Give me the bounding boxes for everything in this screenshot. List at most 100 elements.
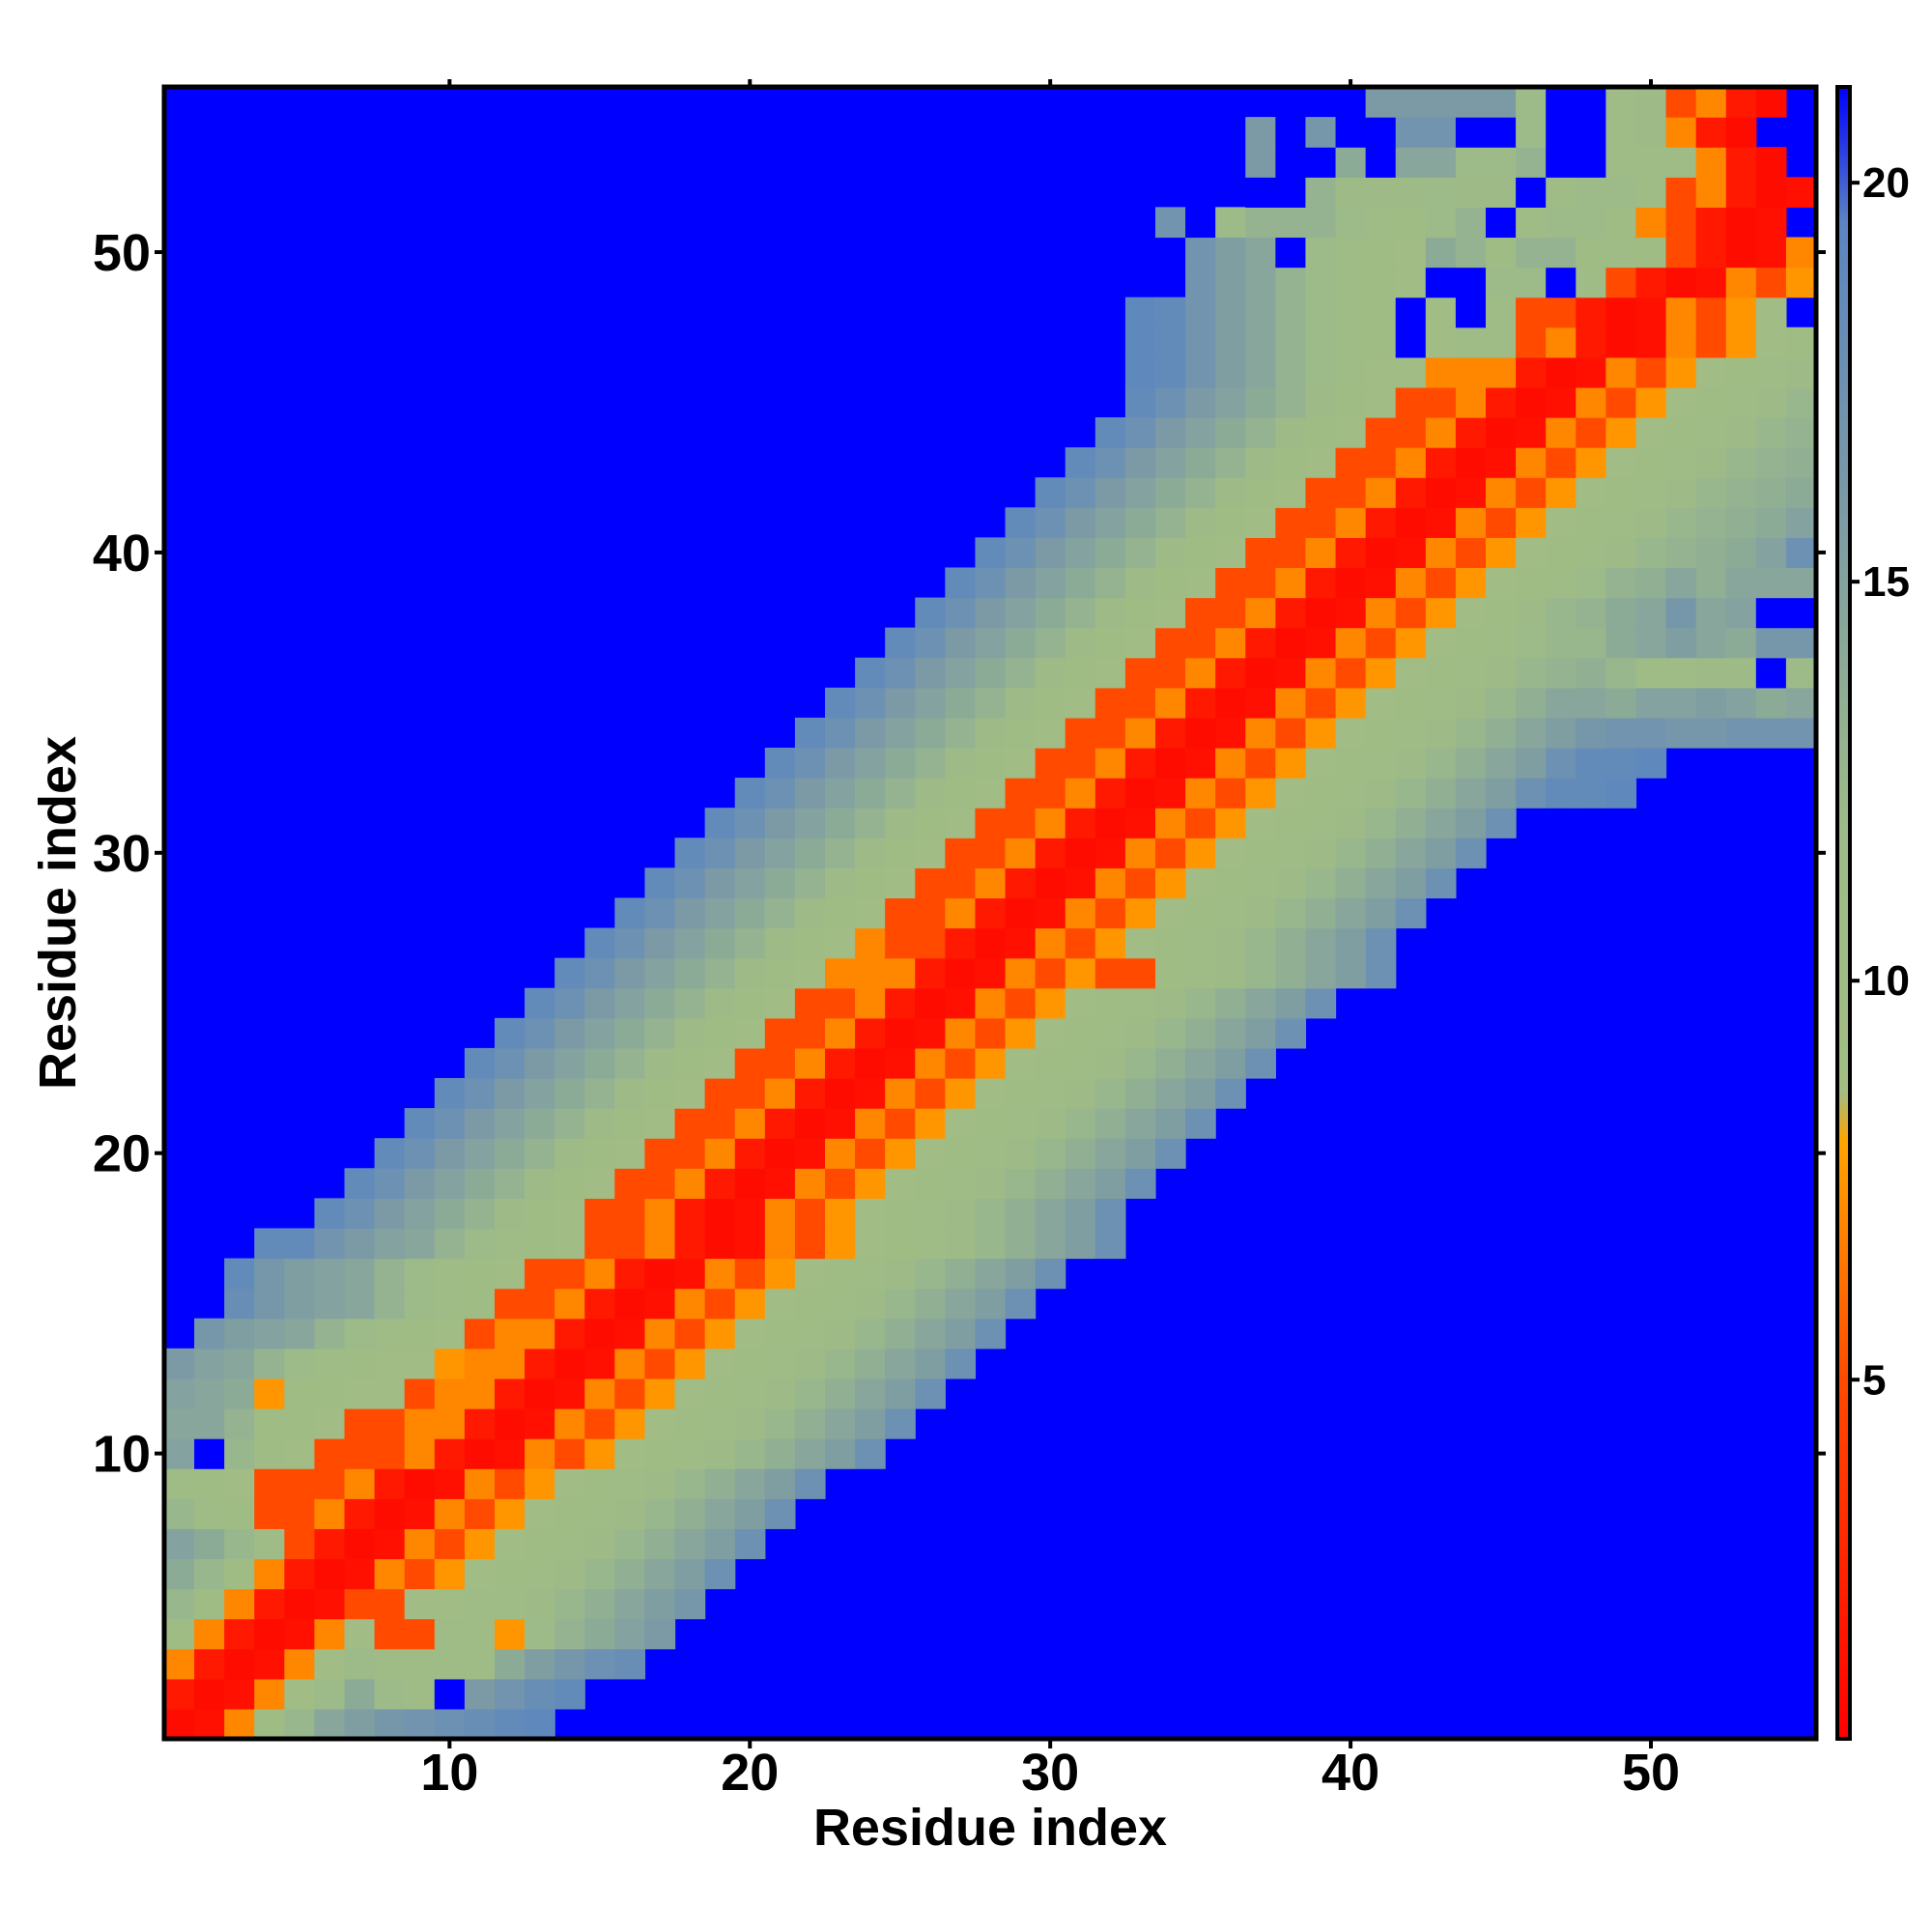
heatmap-cell <box>975 1168 1007 1199</box>
heatmap-cell <box>1215 927 1246 959</box>
heatmap-cell <box>1665 507 1697 538</box>
heatmap-cell <box>674 1468 706 1499</box>
heatmap-cell <box>344 1378 376 1409</box>
heatmap-cell <box>1516 717 1547 749</box>
heatmap-cell <box>704 1528 736 1560</box>
colorbar-tick-label: 5 <box>1862 1356 1886 1404</box>
heatmap-cell <box>1245 207 1276 239</box>
heatmap-cell <box>975 957 1007 989</box>
heatmap-cell <box>1695 297 1727 328</box>
heatmap-cell <box>1605 687 1637 719</box>
heatmap-cell <box>1005 687 1037 719</box>
heatmap-cell <box>554 1588 585 1620</box>
heatmap-cell <box>644 1588 676 1620</box>
heatmap-cell <box>254 1708 285 1740</box>
heatmap-cell <box>794 1017 826 1049</box>
heatmap-cell <box>945 987 977 1019</box>
heatmap-cell <box>1635 657 1667 689</box>
heatmap-cell <box>855 778 886 809</box>
heatmap-cell <box>284 1648 316 1680</box>
heatmap-cell <box>1576 657 1606 689</box>
heatmap-cell <box>734 778 766 809</box>
heatmap-cell <box>1215 1047 1246 1079</box>
heatmap-cell <box>1635 627 1667 659</box>
heatmap-cell <box>224 1528 255 1560</box>
heatmap-cell <box>1185 1108 1216 1139</box>
heatmap-cell <box>404 1528 436 1560</box>
heatmap-cell <box>1065 897 1096 929</box>
heatmap-cell <box>344 1168 376 1199</box>
heatmap-cell <box>1425 147 1457 178</box>
heatmap-cell <box>1725 207 1757 239</box>
heatmap-cell <box>584 1438 615 1469</box>
heatmap-cell <box>885 1378 916 1409</box>
heatmap-cell <box>1725 386 1757 418</box>
heatmap-cell <box>314 1498 346 1529</box>
heatmap-cell <box>554 1408 585 1439</box>
heatmap-cell <box>794 717 826 749</box>
heatmap-cell <box>1065 657 1096 689</box>
y-tick-label: 30 <box>93 825 151 883</box>
heatmap-cell <box>1486 177 1517 208</box>
heatmap-cell <box>1635 356 1667 388</box>
heatmap-cell <box>254 1258 285 1290</box>
heatmap-cell <box>1124 627 1156 659</box>
heatmap-cell <box>1725 117 1757 148</box>
heatmap-cell <box>1605 748 1637 779</box>
heatmap-cell <box>1395 267 1427 298</box>
heatmap-cell <box>374 1468 406 1499</box>
heatmap-cell <box>495 1408 526 1439</box>
heatmap-cell <box>404 1558 436 1590</box>
heatmap-cell <box>614 1618 646 1650</box>
heatmap-cell <box>734 1198 766 1230</box>
heatmap-cell <box>1245 838 1276 868</box>
x-tick-label: 30 <box>1021 1744 1079 1802</box>
heatmap-cell <box>975 537 1007 569</box>
heatmap-cell <box>975 808 1007 838</box>
heatmap-cell <box>1695 627 1727 659</box>
heatmap-cell <box>825 1108 856 1139</box>
heatmap-cell <box>1395 897 1427 929</box>
heatmap-cell <box>1305 356 1337 388</box>
heatmap-cell <box>1335 567 1367 599</box>
y-axis-title: Residue index <box>29 736 87 1090</box>
heatmap-cell <box>975 1198 1007 1230</box>
heatmap-cell <box>344 1468 376 1499</box>
plot-frame <box>161 84 1819 1742</box>
heatmap-cell <box>1275 567 1307 599</box>
heatmap-cell <box>374 1378 406 1409</box>
heatmap-cell <box>1425 838 1457 868</box>
heatmap-cell <box>1065 1228 1096 1260</box>
heatmap-cell <box>1425 687 1457 719</box>
heatmap-cell <box>525 1678 555 1710</box>
heatmap-cell <box>254 1408 285 1439</box>
heatmap-cell <box>1305 627 1337 659</box>
heatmap-cell <box>1155 627 1186 659</box>
heatmap-cell <box>734 1318 766 1350</box>
heatmap-cell <box>554 1258 585 1290</box>
heatmap-cell <box>825 1047 856 1079</box>
heatmap-cell <box>1005 1228 1037 1260</box>
heatmap-cell <box>1665 657 1697 689</box>
heatmap-cell <box>495 1198 526 1230</box>
heatmap-cell <box>1605 417 1637 448</box>
x-axis-title: Residue index <box>813 1799 1167 1857</box>
heatmap-cell <box>734 838 766 868</box>
heatmap-cell <box>1275 327 1307 358</box>
heatmap-cell <box>1665 627 1697 659</box>
heatmap-cell <box>434 1078 466 1109</box>
heatmap-cell <box>1755 507 1787 538</box>
heatmap-cell <box>945 1228 977 1260</box>
heatmap-cell <box>434 1558 466 1590</box>
heatmap-cell <box>1275 207 1307 239</box>
heatmap-cell <box>1155 417 1186 448</box>
heatmap-cell <box>1124 447 1156 478</box>
heatmap-cell <box>1695 386 1727 418</box>
heatmap-cell <box>1065 808 1096 838</box>
heatmap-cell <box>1546 417 1577 448</box>
heatmap-cell <box>1635 537 1667 569</box>
heatmap-cell <box>1185 597 1216 629</box>
colorbar-tick-label: 10 <box>1862 957 1910 1005</box>
heatmap-cell <box>825 1378 856 1409</box>
